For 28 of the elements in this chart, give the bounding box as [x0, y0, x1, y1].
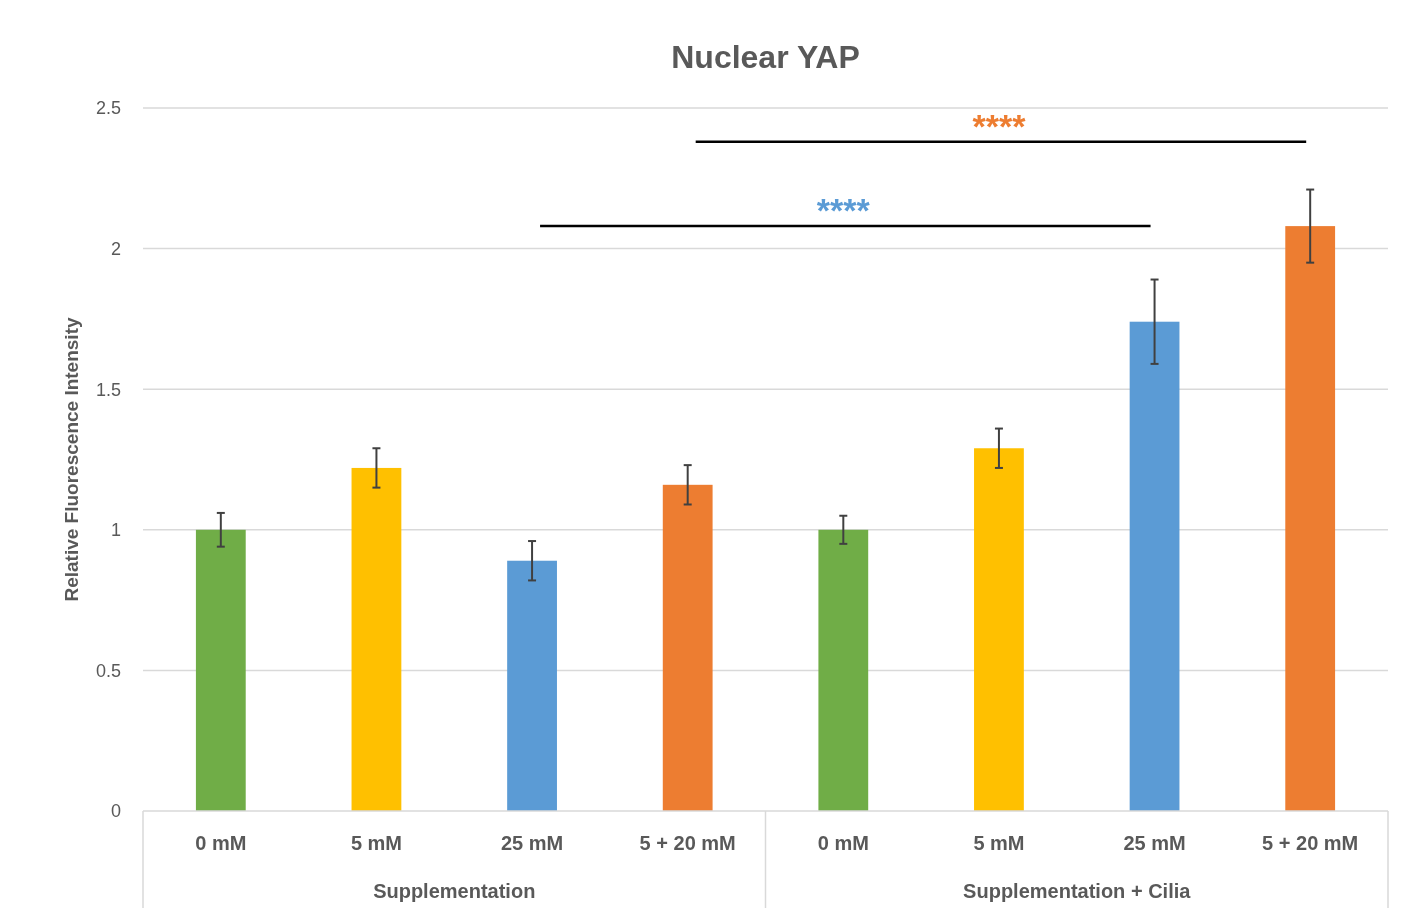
y-tick-label: 2 — [110, 238, 121, 259]
bar — [507, 560, 557, 811]
bar — [351, 467, 402, 811]
y-tick-label: 0.5 — [95, 660, 121, 681]
text: Supplementation + Cilia — [963, 880, 1192, 902]
annotation: **** — [816, 191, 871, 230]
bar — [1129, 321, 1180, 811]
bar — [1285, 226, 1336, 811]
y-tick-label: 2.5 — [95, 98, 121, 119]
x-tick-label: 0 mM — [195, 832, 247, 854]
x-tick-label: 0 mM — [817, 832, 869, 854]
bar — [818, 529, 869, 811]
bar — [195, 529, 246, 811]
x-tick-label: 25 mM — [500, 832, 564, 854]
y-tick-label: 0 — [110, 801, 121, 822]
bar — [662, 484, 713, 811]
bar — [974, 448, 1024, 811]
x-tick-label: 25 mM — [1123, 832, 1186, 854]
y-tick-label: 1.5 — [95, 379, 121, 400]
x-tick-label: 5 mM — [973, 832, 1025, 854]
x-tick-label: 5 mM — [350, 832, 402, 854]
y-axis-title: Relative Fluorescence Intensity — [61, 317, 82, 602]
x-tick-label: 5 + 20 mM — [1262, 832, 1359, 854]
y-tick-label: 1 — [110, 520, 121, 541]
chart-title: Nuclear YAP — [671, 39, 860, 75]
x-tick-label: 5 + 20 mM — [639, 832, 736, 854]
text: Supplementation — [373, 880, 536, 902]
annotation: **** — [972, 106, 1027, 145]
